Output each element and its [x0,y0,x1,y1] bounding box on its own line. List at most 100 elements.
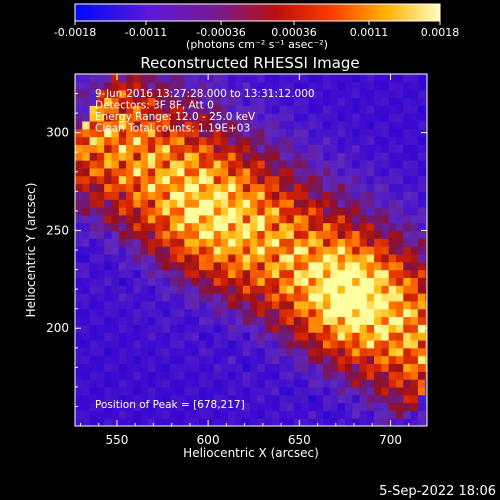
heatmap-cell [359,191,368,200]
heatmap-cell [96,246,105,255]
heatmap-cell [315,136,324,145]
heatmap-cell [374,332,383,341]
heatmap-cell [425,355,427,365]
heatmap-cell [417,97,426,106]
heatmap-cell [228,105,237,114]
heatmap-cell [220,89,229,99]
heatmap-cell [395,144,404,153]
heatmap-cell [118,308,127,318]
heatmap-cell [82,238,91,247]
heatmap-cell [388,324,397,333]
heatmap-cell [279,183,288,192]
heatmap-cell [395,238,404,247]
heatmap-cell [155,246,164,255]
heatmap-cell [286,379,295,388]
heatmap-cell [191,97,200,106]
heatmap-cell [220,97,229,106]
heatmap-cell [337,246,346,255]
heatmap-cell [228,191,237,200]
heatmap-cell [213,136,222,145]
heatmap-cell [366,113,375,122]
heatmap-cell [308,316,317,325]
heatmap-cell [388,402,397,411]
heatmap-cell [381,74,390,83]
heatmap-cell [388,394,397,404]
heatmap-cell [286,308,295,318]
heatmap-cell [330,386,339,396]
heatmap-cell [257,339,266,349]
heatmap-cell [206,74,215,83]
heatmap-cell [104,230,113,239]
heatmap-cell [301,371,310,380]
heatmap-cell [250,105,258,114]
heatmap-cell [213,191,222,200]
heatmap-cell [271,277,280,286]
heatmap-cell [104,167,113,177]
heatmap-cell [75,261,83,271]
heatmap-cell [220,136,229,145]
heatmap-cell [286,199,295,208]
heatmap-cell [250,316,258,325]
heatmap-cell [89,316,98,325]
heatmap-cell [191,269,200,278]
heatmap-cell [199,363,207,372]
heatmap-cell [147,199,156,208]
heatmap-cell [191,238,200,247]
heatmap-cell [213,206,222,216]
heatmap-cell [155,175,164,185]
heatmap-cell [301,105,310,114]
heatmap-cell [89,277,98,286]
heatmap-cell [257,120,266,130]
heatmap-cell [359,253,368,263]
heatmap-cell [344,74,353,83]
heatmap-cell [257,277,266,286]
heatmap-cell [271,214,280,224]
heatmap-cell [118,144,127,153]
heatmap-cell [96,347,105,357]
heatmap-cell [344,339,353,349]
heatmap-cell [315,269,324,278]
heatmap-cell [264,402,273,411]
heatmap-cell [104,113,113,122]
heatmap-cell [264,81,273,91]
heatmap-cell [235,113,244,122]
heatmap-cell [191,363,200,372]
heatmap-cell [206,206,215,216]
heatmap-cell [403,128,412,138]
heatmap-cell [104,394,113,404]
heatmap-cell [118,410,127,419]
heatmap-cell [220,238,229,247]
heatmap-cell [403,175,412,185]
heatmap-cell [111,160,120,169]
heatmap-cell [344,222,353,232]
heatmap-cell [344,253,353,263]
heatmap-cell [169,206,178,216]
heatmap-cell [308,167,317,177]
heatmap-cell [133,379,142,388]
heatmap-cell [89,199,98,208]
heatmap-cell [381,277,390,286]
heatmap-cell [374,386,383,396]
heatmap-cell [155,300,164,310]
heatmap-cell [133,120,142,130]
heatmap-cell [301,300,310,310]
heatmap-cell [111,339,120,349]
heatmap-cell [323,371,331,380]
heatmap-cell [337,363,346,372]
heatmap-cell [301,120,310,130]
heatmap-cell [293,253,302,263]
heatmap-cell [118,97,127,106]
heatmap-cell [169,191,178,200]
heatmap-cell [381,238,390,247]
heatmap-cell [410,379,419,388]
heatmap-cell [344,175,353,185]
heatmap-cell [417,175,426,185]
heatmap-cell [381,167,390,177]
heatmap-cell [228,410,237,419]
heatmap-cell [366,222,375,232]
heatmap-cell [140,410,149,419]
heatmap-cell [104,214,113,224]
heatmap-cell [395,386,404,396]
heatmap-cell [228,167,237,177]
